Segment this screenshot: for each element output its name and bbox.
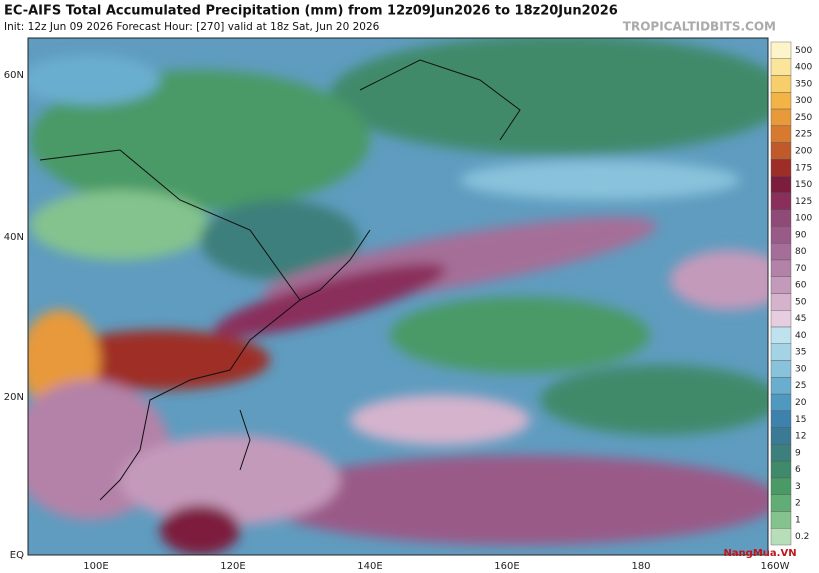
colorbar-label: 35: [795, 348, 806, 358]
colorbar-swatch: [770, 192, 792, 210]
lon-label: 120E: [220, 561, 245, 572]
lon-label: 160W: [761, 561, 790, 572]
colorbar: 5004003503002502252001751501251009080706…: [770, 41, 812, 546]
colorbar-label: 3: [795, 482, 801, 492]
lon-label: 100E: [83, 561, 108, 572]
subtitle: Init: 12z Jun 09 2026 Forecast Hour: [27…: [4, 21, 380, 33]
colorbar-label: 70: [795, 264, 807, 274]
lat-label: 40N: [4, 232, 24, 243]
colorbar-swatch: [770, 142, 792, 160]
colorbar-swatch: [770, 377, 792, 395]
colorbar-swatch: [770, 444, 792, 462]
colorbar-label: 100: [795, 214, 812, 224]
colorbar-label: 9: [795, 448, 801, 458]
colorbar-label: 175: [795, 163, 812, 173]
colorbar-label: 200: [795, 146, 812, 156]
colorbar-swatch: [770, 242, 792, 261]
precip-map: [28, 38, 768, 555]
colorbar-label: 20: [795, 398, 807, 408]
colorbar-swatch: [770, 125, 792, 143]
colorbar-swatch: [770, 477, 792, 495]
colorbar-swatch: [770, 209, 792, 227]
colorbar-swatch: [770, 310, 792, 328]
logo: NangMua.VN: [723, 548, 796, 559]
title: EC-AIFS Total Accumulated Precipitation …: [4, 4, 618, 19]
colorbar-swatch: [770, 58, 792, 76]
colorbar-swatch: [770, 393, 792, 412]
colorbar-label: 45: [795, 314, 806, 324]
lon-label: 160E: [494, 561, 519, 572]
colorbar-label: 1: [795, 515, 801, 525]
colorbar-swatch: [770, 108, 792, 127]
colorbar-label: 400: [795, 63, 812, 73]
colorbar-label: 80: [795, 247, 807, 257]
colorbar-swatch: [770, 276, 792, 294]
colorbar-label: 2: [795, 499, 801, 509]
lat-label: 20N: [4, 392, 24, 403]
colorbar-label: 30: [795, 364, 807, 374]
colorbar-label: 225: [795, 130, 812, 140]
colorbar-swatch: [770, 293, 792, 311]
colorbar-label: 500: [795, 46, 812, 56]
colorbar-label: 350: [795, 79, 812, 89]
colorbar-swatch: [770, 343, 792, 361]
colorbar-swatch: [770, 427, 792, 445]
longitude-labels: 100E 120E 140E 160E 180 160W: [83, 561, 789, 572]
colorbar-swatch: [770, 41, 792, 59]
latitude-labels: 60N 40N 20N EQ: [4, 70, 24, 561]
colorbar-swatch: [770, 159, 792, 177]
colorbar-swatch: [770, 259, 792, 277]
colorbar-label: 40: [795, 331, 807, 341]
colorbar-swatch: [770, 326, 792, 344]
colorbar-label: 250: [795, 113, 812, 123]
colorbar-swatch: [770, 92, 792, 110]
colorbar-label: 0.2: [795, 532, 809, 542]
colorbar-label: 60: [795, 281, 807, 291]
colorbar-label: 15: [795, 415, 806, 425]
colorbar-swatch: [770, 360, 792, 378]
colorbar-swatch: [770, 175, 792, 194]
colorbar-swatch: [770, 511, 792, 529]
lat-label: EQ: [10, 550, 24, 561]
lon-label: 140E: [357, 561, 382, 572]
colorbar-label: 25: [795, 381, 806, 391]
watermark: TROPICALTIDBITS.COM: [623, 20, 776, 34]
lat-label: 60N: [4, 70, 24, 81]
colorbar-swatch: [770, 226, 792, 244]
colorbar-label: 125: [795, 197, 812, 207]
colorbar-swatch: [770, 528, 792, 546]
colorbar-swatch: [770, 460, 792, 479]
colorbar-label: 300: [795, 96, 812, 106]
colorbar-label: 6: [795, 465, 801, 475]
colorbar-swatch: [770, 75, 792, 93]
colorbar-label: 90: [795, 230, 807, 240]
colorbar-label: 12: [795, 432, 806, 442]
lon-label: 180: [631, 561, 650, 572]
colorbar-label: 150: [795, 180, 812, 190]
colorbar-swatch: [770, 410, 792, 428]
colorbar-swatch: [770, 494, 792, 512]
colorbar-label: 50: [795, 297, 807, 307]
